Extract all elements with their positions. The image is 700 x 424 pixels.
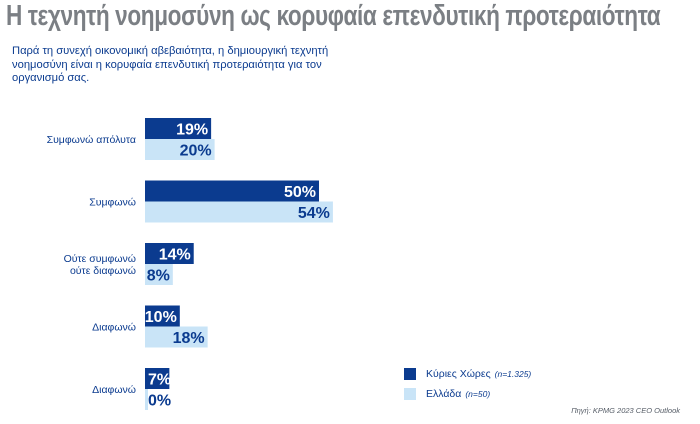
legend-label: Ελλάδα: [426, 388, 462, 400]
legend-sample-size: (n=1.325): [494, 369, 532, 379]
page-title: Η τεχνητή νοημοσύνη ως κορυφαία επενδυτι…: [6, 0, 661, 32]
legend-swatch-light: [404, 388, 416, 400]
category-label: ούτε διαφωνώ: [70, 265, 136, 277]
bar-greece: [145, 389, 148, 410]
category-label: Συμφωνώ: [89, 197, 136, 209]
data-label: 19%: [176, 122, 208, 139]
data-label: 0%: [148, 393, 171, 410]
bar-main-countries: [145, 368, 170, 389]
chart-subtitle: Παρά τη συνεχή οικονομική αβεβαιότητα, η…: [12, 45, 329, 84]
data-label: 54%: [298, 205, 330, 222]
legend-label: Κύριες Χώρες: [426, 368, 491, 380]
data-label: 10%: [145, 309, 177, 326]
bar-main-countries: [145, 118, 212, 139]
legend: Κύριες Χώρες (n=1.325) Ελλάδα (n=50): [404, 367, 604, 407]
data-label: 50%: [284, 184, 316, 201]
bar-main-countries: [145, 243, 194, 264]
category-label: Διαφωνώ: [92, 322, 136, 334]
bar-greece: [145, 326, 208, 348]
category-label: Ούτε συμφωνώ: [64, 253, 136, 265]
legend-item-greece: Ελλάδα (n=50): [404, 387, 604, 401]
category-label: Συμφωνώ απόλυτα: [47, 134, 136, 146]
bar-greece: [145, 139, 215, 160]
bar-greece: [145, 201, 333, 223]
bar-main-countries: [145, 305, 180, 327]
category-label: Διαφωνώ: [92, 384, 136, 396]
data-label: 20%: [180, 143, 212, 160]
bar-main-countries: [145, 180, 319, 202]
legend-item-main-countries: Κύριες Χώρες (n=1.325): [404, 367, 604, 381]
data-label: 7%: [148, 372, 171, 389]
data-label: 18%: [173, 330, 205, 347]
bar-greece: [145, 264, 173, 285]
data-label: 8%: [147, 268, 170, 285]
legend-sample-size: (n=50): [465, 389, 491, 399]
source-note: Πηγή: KPMG 2023 CEO Outlook: [571, 406, 680, 415]
legend-swatch-dark: [404, 368, 416, 380]
data-label: 14%: [159, 247, 191, 264]
